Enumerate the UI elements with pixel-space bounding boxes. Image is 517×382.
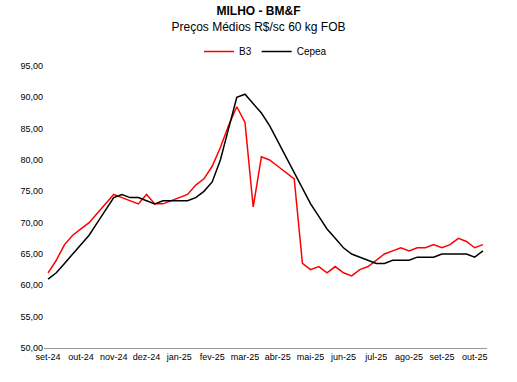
svg-text:Cepea: Cepea [297, 46, 327, 57]
svg-text:abr-25: abr-25 [265, 352, 291, 362]
svg-text:55,00: 55,00 [20, 312, 43, 322]
svg-text:jan-25: jan-25 [166, 352, 192, 362]
svg-text:fev-25: fev-25 [200, 352, 225, 362]
svg-text:ago-25: ago-25 [395, 352, 423, 362]
svg-text:95,00: 95,00 [20, 61, 43, 71]
svg-text:set-25: set-25 [429, 352, 454, 362]
svg-text:MILHO - BM&FPreços Médios R$/s: MILHO - BM&FPreços Médios R$/sc 60 kg FO… [171, 4, 345, 34]
svg-text:out-25: out-25 [462, 352, 488, 362]
svg-text:70,00: 70,00 [20, 218, 43, 228]
svg-text:jul-25: jul-25 [364, 352, 387, 362]
svg-text:dez-24: dez-24 [133, 352, 161, 362]
svg-text:out-24: out-24 [68, 352, 94, 362]
svg-text:jun-25: jun-25 [330, 352, 356, 362]
svg-text:B3: B3 [239, 46, 252, 57]
svg-text:90,00: 90,00 [20, 92, 43, 102]
svg-text:60,00: 60,00 [20, 280, 43, 290]
svg-text:nov-24: nov-24 [100, 352, 128, 362]
svg-text:set-24: set-24 [36, 352, 61, 362]
svg-text:65,00: 65,00 [20, 249, 43, 259]
svg-text:mai-25: mai-25 [297, 352, 325, 362]
svg-text:50,00: 50,00 [20, 343, 43, 353]
svg-text:85,00: 85,00 [20, 124, 43, 134]
svg-text:80,00: 80,00 [20, 155, 43, 165]
svg-text:75,00: 75,00 [20, 186, 43, 196]
svg-text:mar-25: mar-25 [231, 352, 260, 362]
